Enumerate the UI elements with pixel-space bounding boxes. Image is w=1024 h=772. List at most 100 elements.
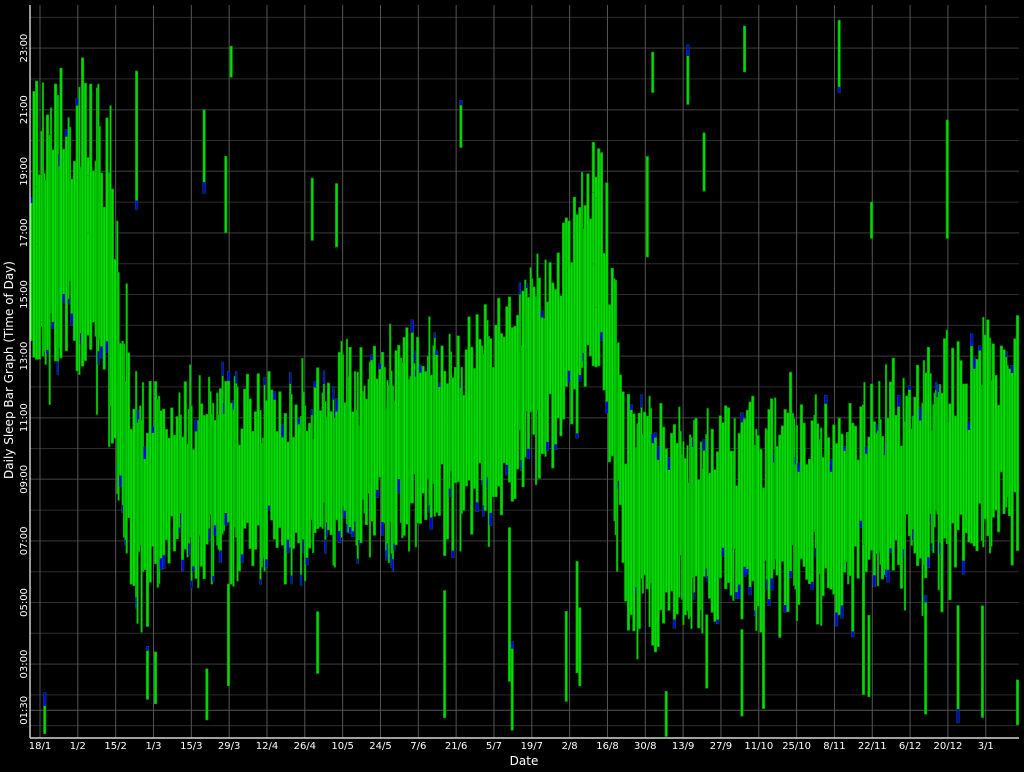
deep-sleep-segment: [459, 382, 462, 388]
sleep-bar: [256, 373, 260, 526]
deep-sleep-segment: [428, 505, 431, 513]
deep-sleep-segment: [235, 371, 237, 384]
deep-sleep-segment: [323, 370, 325, 385]
sleep-bar: [840, 433, 844, 619]
deep-sleep-segment: [240, 554, 244, 563]
sleep-bar: [372, 345, 377, 536]
sleep-bar: [494, 324, 498, 498]
sleep-bar: [594, 197, 598, 308]
deep-sleep-segment: [100, 346, 103, 358]
sleep-bar: [626, 394, 631, 631]
sleep-bar: [953, 415, 958, 568]
sleep-bar: [343, 402, 347, 519]
sleep-bar: [294, 404, 298, 534]
deep-sleep-segment: [919, 407, 922, 421]
sleep-bar: [867, 436, 871, 560]
sleep-bar: [308, 422, 312, 549]
x-tick-label: 7/6: [410, 741, 426, 752]
sleep-bar: [218, 388, 223, 563]
sleep-bar: [675, 442, 679, 615]
sleep-bar: [537, 277, 541, 479]
sleep-bar: [948, 403, 952, 601]
deep-sleep-segment: [978, 345, 982, 351]
deep-sleep-segment: [289, 372, 292, 384]
deep-sleep-segment: [219, 550, 222, 563]
sleep-bar: [978, 345, 982, 504]
sleep-bar: [105, 117, 109, 354]
x-tick-label: 21/6: [445, 741, 467, 752]
sleep-bar: [237, 444, 241, 572]
sleep-bar: [959, 360, 963, 515]
deep-sleep-segment: [1010, 365, 1014, 374]
sleep-bar: [964, 383, 968, 534]
sleep-bar: [656, 446, 660, 647]
sleep-bar: [667, 457, 671, 611]
sleep-bar: [226, 371, 231, 523]
sleep-bar: [378, 363, 382, 478]
deep-sleep-segment: [46, 349, 49, 354]
x-axis-title: Date: [510, 754, 539, 768]
sleep-bar: [402, 337, 406, 536]
sleep-bar: [848, 403, 852, 576]
sleep-bar: [316, 611, 320, 674]
deep-sleep-segment: [554, 444, 557, 450]
sleep-bar: [240, 428, 244, 563]
deep-sleep-segment: [575, 433, 579, 439]
sleep-bar: [548, 262, 552, 395]
deep-sleep-segment: [927, 557, 930, 568]
sleep-bar: [70, 178, 74, 326]
deep-sleep-segment: [883, 443, 886, 456]
deep-sleep-segment: [767, 599, 771, 606]
x-tick-label: 18/1: [29, 741, 51, 752]
sleep-bar: [716, 451, 720, 625]
sleep-bar: [894, 415, 898, 541]
deep-sleep-segment: [527, 448, 530, 459]
sleep-bar: [89, 83, 93, 350]
sleep-bar: [564, 217, 568, 387]
sleep-bar: [837, 417, 841, 616]
sleep-bar: [226, 583, 230, 687]
deep-sleep-segment: [936, 385, 939, 398]
x-tick-label: 13/9: [672, 741, 694, 752]
sleep-bar: [570, 262, 574, 425]
sleep-bar: [903, 421, 907, 611]
sleep-bar: [1002, 349, 1006, 515]
deep-sleep-segment: [267, 505, 271, 510]
sleep-bar: [905, 395, 909, 515]
sleep-bar: [435, 350, 439, 513]
sleep-bar: [824, 394, 828, 569]
sleep-bar: [337, 352, 341, 543]
sleep-bar: [151, 426, 155, 547]
sleep-bar: [502, 336, 506, 464]
deep-sleep-segment: [354, 521, 356, 526]
deep-sleep-segment: [935, 382, 937, 391]
sleep-bar: [313, 381, 317, 533]
sleep-bar: [775, 446, 779, 576]
deep-sleep-segment: [297, 418, 301, 425]
sleep-bar: [440, 345, 444, 465]
deep-sleep-segment: [937, 384, 940, 393]
sleep-bar: [702, 132, 706, 192]
x-tick-label: 22/11: [858, 741, 887, 752]
sleep-bar: [672, 424, 676, 629]
deep-sleep-segment: [929, 513, 932, 523]
deep-sleep-segment: [702, 439, 706, 451]
sleep-bar: [651, 433, 655, 646]
sleep-bar: [510, 641, 514, 731]
deep-sleep-segment: [705, 568, 708, 578]
deep-sleep-segment: [475, 502, 479, 512]
deep-sleep-segment: [57, 361, 59, 375]
sleep-bar: [870, 201, 874, 239]
y-tick-label: 03:00: [19, 650, 30, 679]
deep-sleep-segment: [873, 575, 876, 587]
sleep-bar: [610, 267, 614, 457]
sleep-bar: [462, 394, 466, 511]
sleep-bar: [470, 346, 474, 535]
sleep-bar: [740, 629, 744, 717]
sleep-bar: [35, 186, 39, 245]
sleep-bar: [418, 364, 422, 524]
deep-sleep-segment: [482, 505, 485, 517]
sleep-bar: [907, 385, 912, 537]
sleep-bar: [605, 182, 609, 414]
